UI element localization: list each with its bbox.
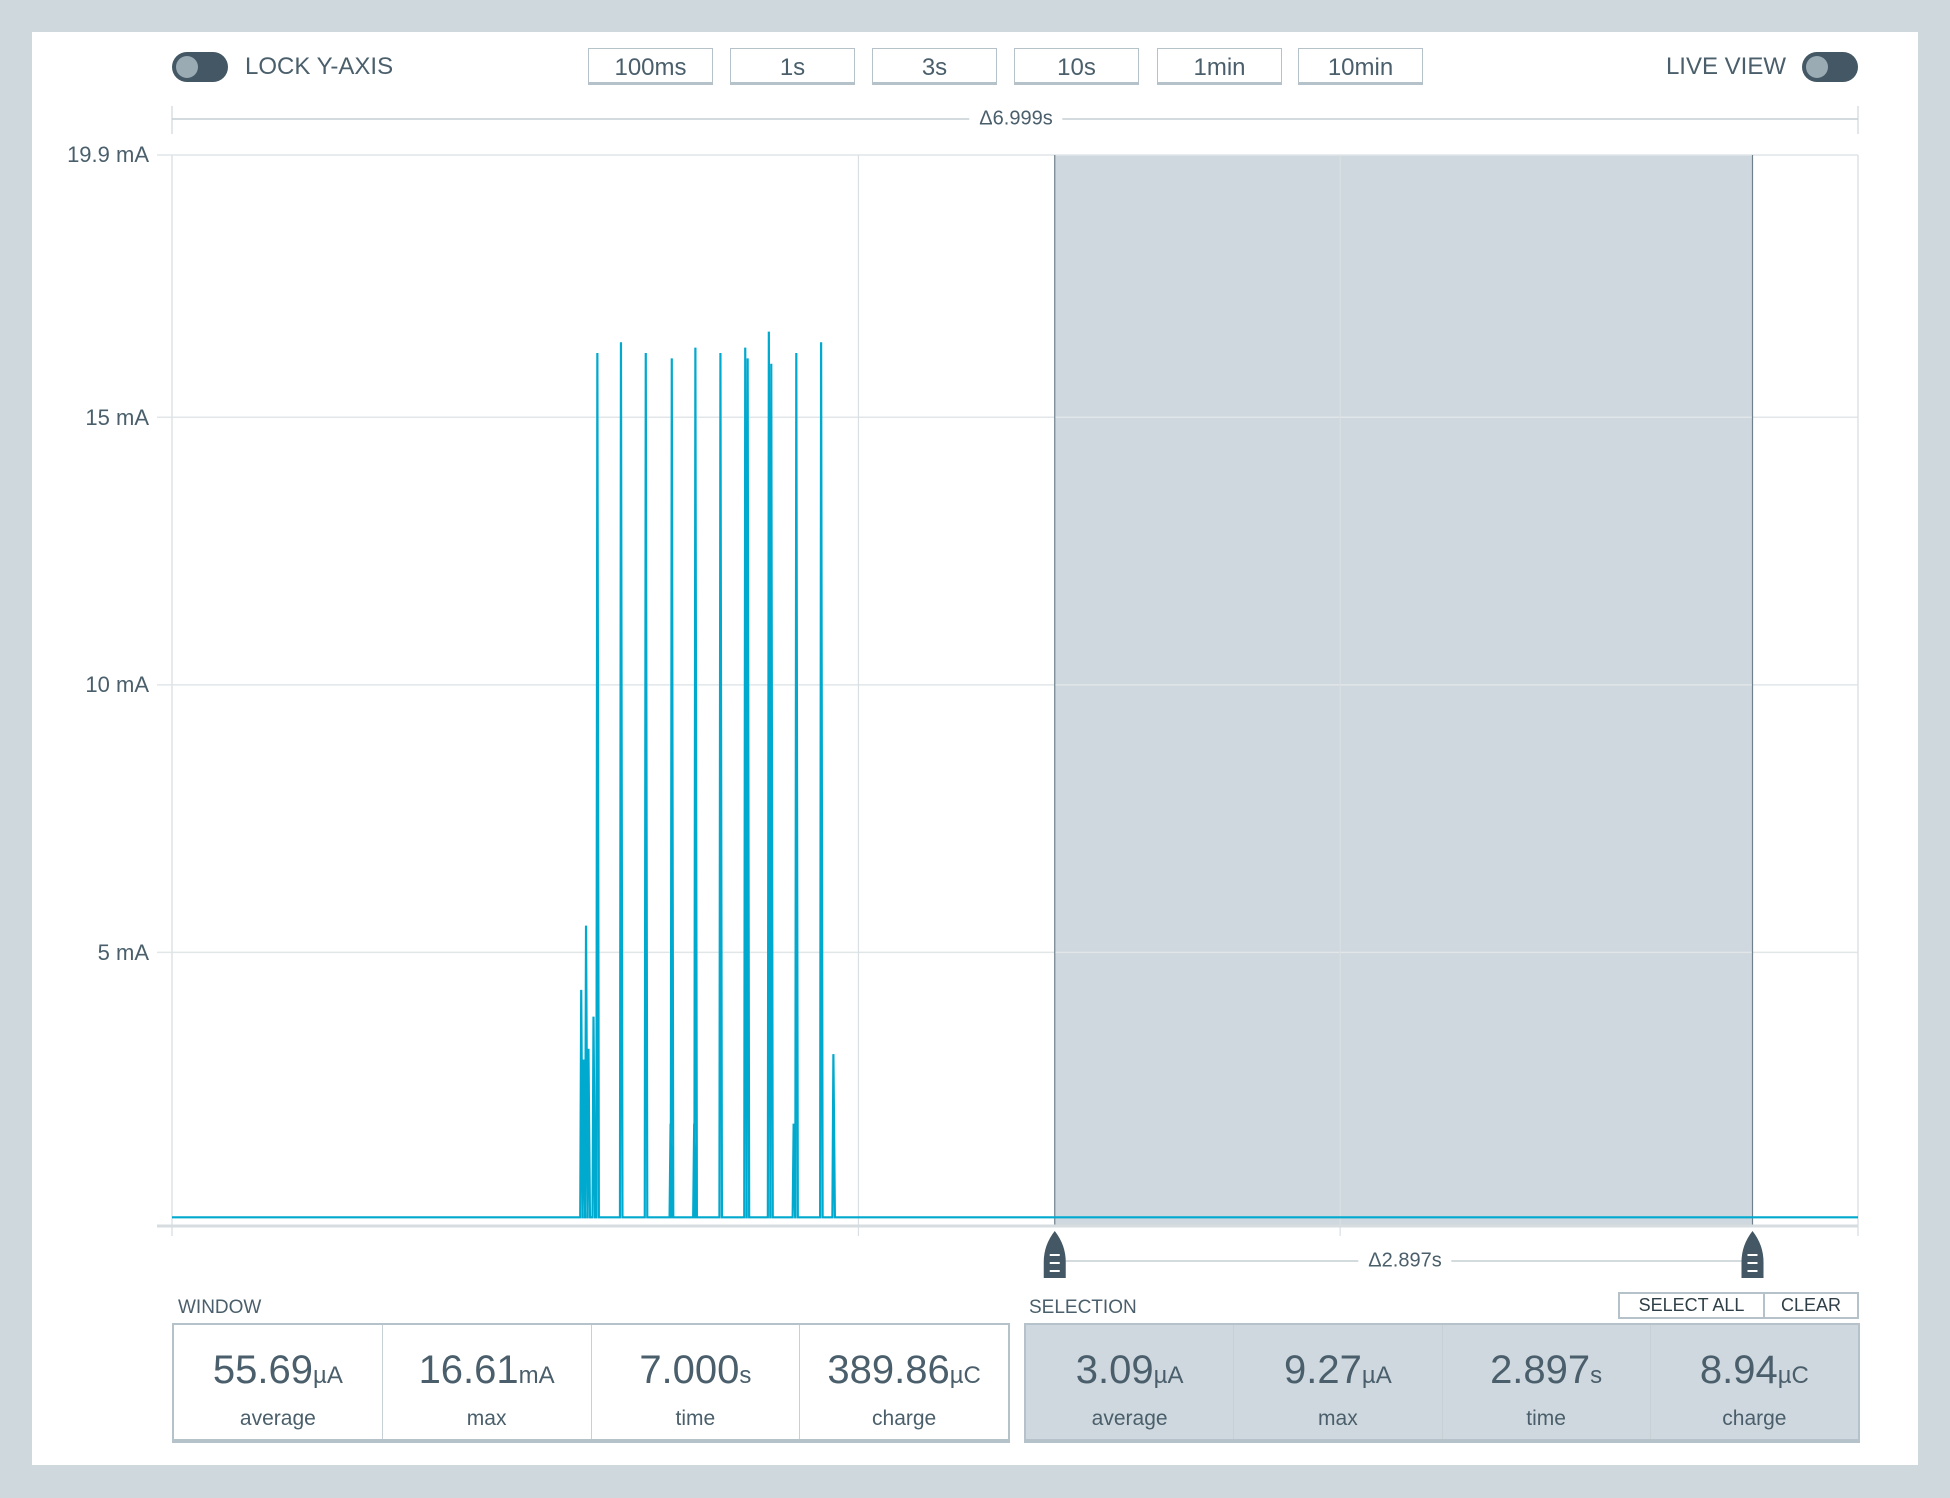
selection-section-label: SELECTION (1029, 1297, 1137, 1318)
stat-unit: µC (949, 1362, 981, 1389)
select-all-button[interactable]: SELECT ALL (1618, 1292, 1765, 1319)
stat-caption: time (675, 1407, 716, 1430)
window-10min-button[interactable]: 10min (1298, 48, 1423, 85)
window-100ms-button[interactable]: 100ms (588, 48, 713, 85)
toggle-knob (1806, 56, 1828, 78)
window-time-stat: 7.000s time (592, 1325, 801, 1439)
stat-caption: time (1526, 1407, 1566, 1430)
window-delta-label: Δ6.999s (969, 107, 1063, 131)
lock-y-axis-toggle[interactable] (172, 52, 228, 82)
toggle-knob (176, 56, 198, 78)
window-max-stat: 16.61mA max (383, 1325, 592, 1439)
window-stats: 55.69µA average 16.61mA max 7.000s time 389… (172, 1323, 1010, 1443)
clear-button[interactable]: CLEAR (1763, 1292, 1859, 1319)
stat-value: 55.69 (212, 1348, 313, 1392)
stat-caption: max (466, 1407, 507, 1430)
selection-delta-label: Δ2.897s (1358, 1249, 1452, 1273)
selection-region (1054, 155, 1753, 1226)
stat-unit: µC (1777, 1362, 1809, 1389)
selection-max-stat: 9.27µA max (1234, 1325, 1443, 1439)
y-tick-label: 10 mA (85, 672, 149, 697)
y-tick-label: 19.9 mA (67, 142, 149, 167)
stat-value: 16.61 (418, 1348, 519, 1392)
stat-unit: mA (518, 1362, 555, 1389)
stat-unit: µA (1153, 1362, 1184, 1389)
stat-unit: µA (313, 1362, 343, 1389)
stat-caption: average (1091, 1407, 1168, 1430)
selection-charge-stat: 8.94µC charge (1651, 1325, 1858, 1439)
stat-value: 9.27 (1284, 1348, 1362, 1392)
stat-caption: charge (1722, 1407, 1787, 1430)
window-charge-stat: 389.86µC charge (800, 1325, 1008, 1439)
stat-value: 2.897 (1490, 1348, 1591, 1392)
stat-value: 8.94 (1699, 1348, 1778, 1392)
window-average-stat: 55.69µA average (174, 1325, 383, 1439)
selection-time-stat: 2.897s time (1443, 1325, 1651, 1439)
stat-value: 3.09 (1075, 1348, 1154, 1392)
window-3s-button[interactable]: 3s (872, 48, 997, 85)
window-10s-button[interactable]: 10s (1014, 48, 1139, 85)
stat-caption: charge (872, 1407, 937, 1430)
stat-caption: max (1318, 1407, 1358, 1430)
stat-caption: average (239, 1407, 316, 1430)
stat-unit: s (1590, 1362, 1603, 1389)
stat-unit: s (739, 1362, 752, 1389)
stat-value: 7.000 (639, 1348, 740, 1392)
stat-value: 389.86 (827, 1348, 950, 1392)
live-view-toggle[interactable] (1802, 52, 1858, 82)
stat-unit: µA (1361, 1362, 1392, 1389)
y-tick-label: 5 mA (97, 940, 149, 965)
selection-stats: 3.09µA average 9.27µA max 2.897s time 8.94µ… (1024, 1323, 1860, 1443)
selection-average-stat: 3.09µA average (1026, 1325, 1235, 1439)
window-1min-button[interactable]: 1min (1157, 48, 1282, 85)
lock-y-axis-label: LOCK Y-AXIS (245, 53, 394, 80)
live-view-label: LIVE VIEW (1665, 53, 1786, 80)
y-tick-label: 15 mA (85, 405, 149, 430)
window-section-label: WINDOW (178, 1297, 262, 1318)
window-1s-button[interactable]: 1s (730, 48, 855, 85)
